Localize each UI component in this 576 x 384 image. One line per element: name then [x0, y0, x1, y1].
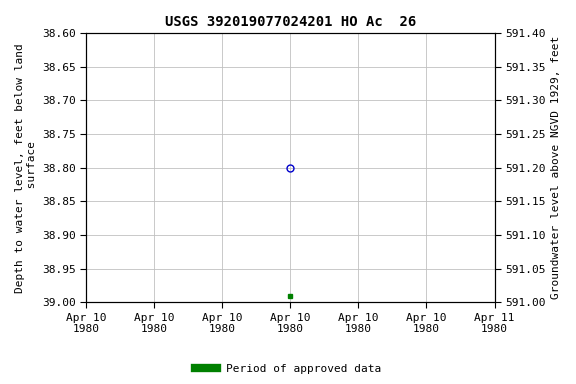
Legend: Period of approved data: Period of approved data [191, 359, 385, 379]
Title: USGS 392019077024201 HO Ac  26: USGS 392019077024201 HO Ac 26 [165, 15, 416, 29]
Y-axis label: Groundwater level above NGVD 1929, feet: Groundwater level above NGVD 1929, feet [551, 36, 561, 299]
Y-axis label: Depth to water level, feet below land
 surface: Depth to water level, feet below land su… [15, 43, 37, 293]
